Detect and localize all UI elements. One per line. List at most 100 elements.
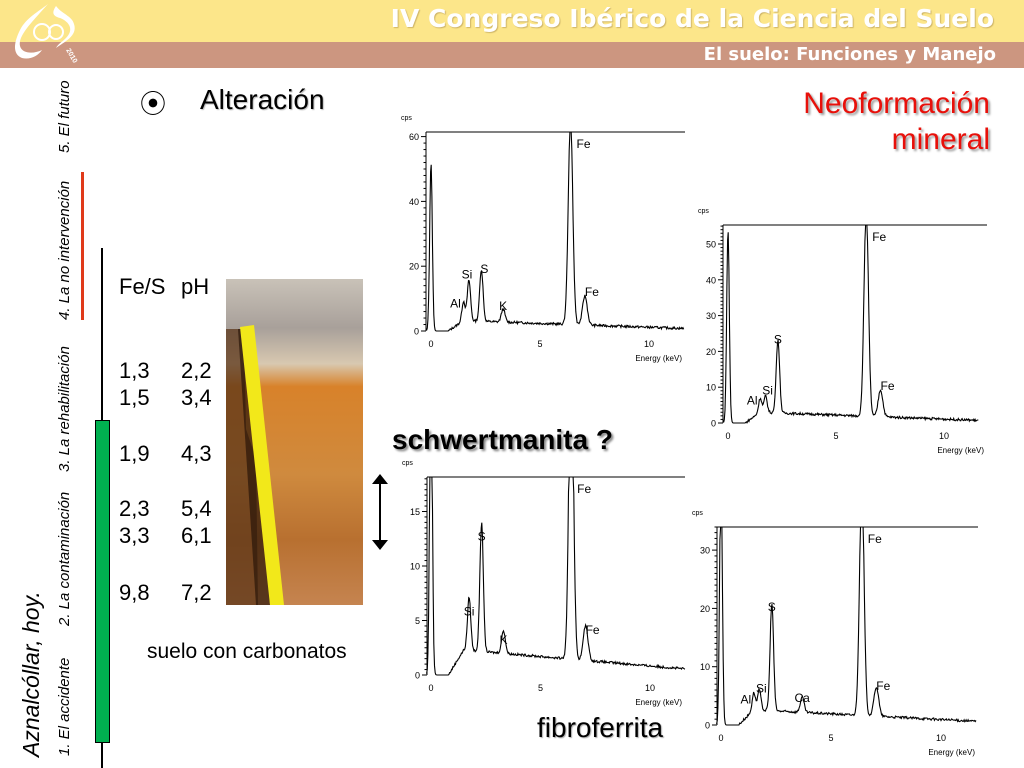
y-axis-label: cps <box>401 115 412 122</box>
peak-label-fe: Fe <box>585 285 599 299</box>
y-axis-label: cps <box>692 510 703 517</box>
table-cell: 6,1 <box>181 523 212 548</box>
y-tick-label: 10 <box>700 662 710 672</box>
spectrum-chart-2: 0 10 20 30 40 50 cps 0 5 10 Energy (keV) Al Si S Fe Fe <box>698 208 987 455</box>
x-tick-label: 0 <box>428 683 433 693</box>
peak-label-fe: Fe <box>577 137 591 151</box>
peak-label-s: S <box>478 529 486 543</box>
neoformacion-line-2: mineral <box>891 123 990 156</box>
y-axis-label: cps <box>698 208 709 215</box>
spectrum-chart-1: 0 20 40 60 cps 0 5 10 Energy (keV) Al Si S K Fe Fe <box>401 115 685 363</box>
y-tick-label: 10 <box>706 383 716 393</box>
x-axis-label: Energy (keV) <box>635 698 682 707</box>
double-arrow-icon <box>372 474 388 550</box>
y-axis-label: cps <box>402 460 413 467</box>
y-tick-label: 30 <box>700 546 710 556</box>
y-tick-label: 10 <box>410 562 420 572</box>
peak-label-fe: Fe <box>880 379 894 393</box>
table-cell: 2,2 <box>181 358 212 383</box>
table-cell: 2,3 <box>119 496 150 521</box>
table-cell: 1,3 <box>119 358 150 383</box>
peak-label-al: Al <box>450 297 461 311</box>
peak-label-si: Si <box>464 605 475 619</box>
y-tick-label: 15 <box>410 507 420 517</box>
x-tick-label: 0 <box>428 339 433 349</box>
y-tick-label: 5 <box>415 616 420 626</box>
table-header-ph: pH <box>181 274 210 299</box>
table-cell: 7,2 <box>181 580 212 605</box>
y-tick-label: 20 <box>706 347 716 357</box>
peak-label-k: K <box>499 299 507 313</box>
table-header-fes: Fe/S <box>119 274 166 299</box>
header-band-top <box>0 0 1024 42</box>
spectrum-line <box>426 131 685 332</box>
peak-label-fe: Fe <box>577 482 591 496</box>
fibroferrita-label: fibroferrita <box>537 712 664 743</box>
peak-label-s: S <box>774 333 782 347</box>
table-cell: 3,3 <box>119 523 150 548</box>
x-axis-label: Energy (keV) <box>937 446 984 455</box>
spectrum-chart-4: 0 10 20 30 cps 0 5 10 Energy (keV) Al Si S Ca Fe Fe <box>692 510 978 757</box>
y-tick-label: 40 <box>706 275 716 285</box>
peak-label-fe: Fe <box>868 532 882 546</box>
peak-label-k: K <box>499 633 507 647</box>
table-cell: 9,8 <box>119 580 150 605</box>
x-tick-label: 5 <box>537 339 542 349</box>
table-cell: 1,5 <box>119 385 150 410</box>
photo-caption: suelo con carbonatos <box>147 640 347 663</box>
peak-label-si: Si <box>756 682 767 696</box>
y-tick-label: 50 <box>706 240 716 250</box>
x-tick-label: 5 <box>833 431 838 441</box>
y-tick-label: 0 <box>705 721 710 731</box>
neoformacion-line-1: Neoformación <box>803 87 990 120</box>
x-axis-label: Energy (keV) <box>635 354 682 363</box>
peak-label-s: S <box>480 262 488 276</box>
spectrum-chart-3: 0 5 10 15 cps 0 5 10 Energy (keV) Si S K Fe Fe <box>402 460 686 707</box>
peak-label-fe: Fe <box>586 623 600 637</box>
x-tick-label: 0 <box>725 431 730 441</box>
peak-label-fe: Fe <box>876 679 890 693</box>
peak-label-s: S <box>768 600 776 614</box>
peak-label-si: Si <box>462 268 473 282</box>
chart-frame <box>425 131 685 331</box>
peak-label-ca: Ca <box>795 691 811 705</box>
spectrum-line <box>723 224 979 424</box>
peak-label-fe: Fe <box>872 230 886 244</box>
congress-subtitle: El suelo: Funciones y Manejo <box>703 44 996 65</box>
peak-label-al: Al <box>747 394 758 408</box>
y-tick-label: 20 <box>700 604 710 614</box>
x-tick-label: 10 <box>644 339 654 349</box>
peak-label-al: Al <box>740 693 751 707</box>
radio-bullet-icon: ⦿ <box>140 89 167 119</box>
congress-title: IV Congreso Ibérico de la Ciencia del Su… <box>390 4 994 33</box>
spectrum-line <box>426 476 686 676</box>
table-cell: 1,9 <box>119 441 150 466</box>
x-tick-label: 10 <box>939 431 949 441</box>
x-tick-label: 5 <box>538 683 543 693</box>
spectrum-line <box>716 526 977 726</box>
y-tick-label: 0 <box>711 419 716 429</box>
y-tick-label: 0 <box>414 327 419 337</box>
peak-label-si: Si <box>762 384 773 398</box>
x-tick-label: 0 <box>718 733 723 743</box>
section-heading: Alteración <box>200 84 325 115</box>
table-cell: 5,4 <box>181 496 212 521</box>
y-tick-label: 0 <box>415 671 420 681</box>
timeline-bar <box>95 420 110 743</box>
congress-logo: 2010 <box>15 4 78 65</box>
x-tick-label: 10 <box>645 683 655 693</box>
schwertmanita-label: schwertmanita ? <box>392 424 613 455</box>
neoformacion-heading: Neoformación mineral <box>803 86 990 158</box>
x-tick-label: 5 <box>828 733 833 743</box>
soil-profile-photo <box>226 279 363 605</box>
x-tick-label: 10 <box>936 733 946 743</box>
y-tick-label: 40 <box>409 197 419 207</box>
y-tick-label: 30 <box>706 311 716 321</box>
x-axis-label: Energy (keV) <box>928 748 975 757</box>
y-tick-label: 20 <box>409 262 419 272</box>
table-cell: 4,3 <box>181 441 212 466</box>
header-band-bottom <box>0 42 1024 68</box>
active-section-indicator <box>81 172 84 320</box>
y-tick-label: 60 <box>409 132 419 142</box>
